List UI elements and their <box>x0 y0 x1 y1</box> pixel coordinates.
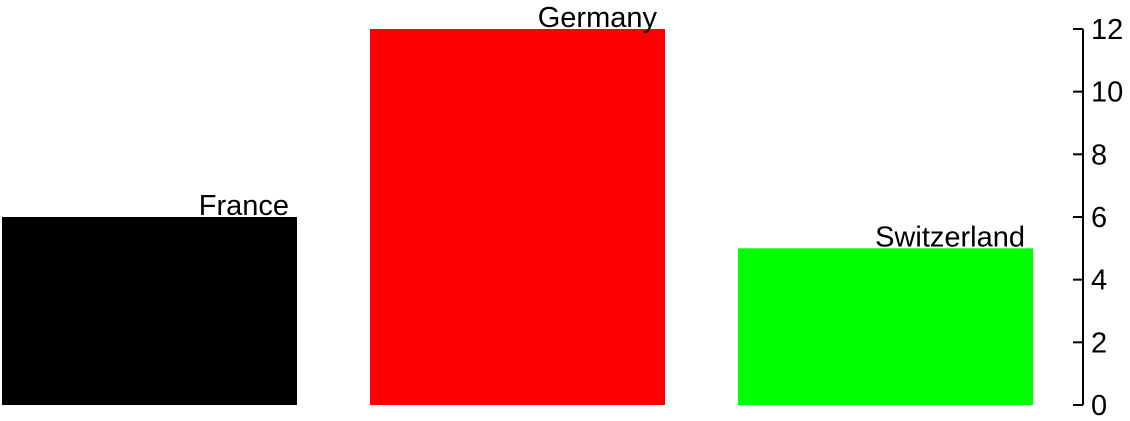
y-tick-label-0: 0 <box>1091 390 1107 421</box>
bar-switzerland <box>738 248 1033 405</box>
y-tick-label-8: 8 <box>1091 139 1107 171</box>
y-tick-label-12: 12 <box>1091 14 1123 46</box>
bar-germany <box>370 29 665 405</box>
bar-labels-layer: France Germany Switzerland <box>199 2 1025 253</box>
bar-label-switzerland: Switzerland <box>875 221 1025 253</box>
bar-label-france: France <box>199 190 289 222</box>
bar-france <box>2 217 297 405</box>
y-tick-label-2: 2 <box>1091 327 1107 359</box>
bars-layer <box>2 29 1033 405</box>
y-tick-label-6: 6 <box>1091 202 1107 234</box>
y-axis: 0 2 4 6 8 10 12 <box>1073 14 1123 421</box>
bar-label-germany: Germany <box>538 2 658 34</box>
y-tick-label-10: 10 <box>1091 77 1123 109</box>
y-tick-label-4: 4 <box>1091 265 1107 297</box>
